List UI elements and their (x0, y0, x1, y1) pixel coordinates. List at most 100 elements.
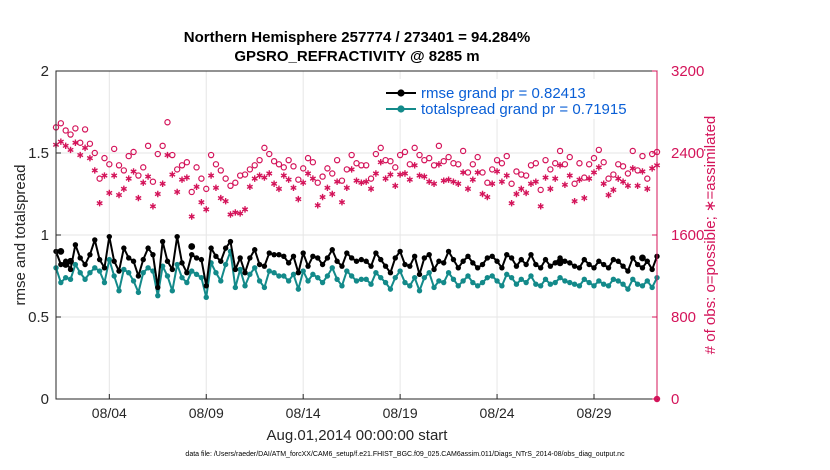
totalspread-marker (237, 266, 243, 273)
totalspread-marker (460, 278, 466, 284)
assimilated-obs-marker (479, 190, 486, 198)
totalspread-marker (615, 278, 621, 284)
rmse-marker (630, 255, 636, 261)
possible-obs-marker (372, 150, 380, 158)
assimilated-obs-marker (460, 169, 467, 176)
assimilated-obs-marker (469, 176, 476, 183)
possible-obs-marker (367, 175, 375, 182)
possible-obs-marker (120, 167, 128, 174)
rmse-marker (295, 270, 302, 276)
assimilated-obs-marker (348, 166, 355, 173)
possible-obs-marker (387, 157, 394, 165)
rmse-marker (547, 263, 554, 269)
possible-obs-marker (343, 166, 351, 173)
assimilated-obs-marker (610, 186, 617, 194)
possible-obs-marker (513, 168, 520, 175)
totalspread-marker (353, 278, 360, 284)
totalspread-marker (450, 276, 457, 282)
rmse-marker (528, 251, 534, 258)
totalspread-marker (329, 265, 335, 271)
possible-obs-marker (144, 142, 152, 150)
rmse-marker (203, 283, 209, 289)
possible-obs-marker (324, 165, 331, 172)
possible-obs-marker (164, 119, 171, 126)
rmse-marker (271, 251, 277, 258)
totalspread-marker (392, 274, 398, 281)
totalspread-marker (111, 273, 117, 279)
totalspread-marker (87, 270, 93, 276)
possible-obs-marker (459, 147, 467, 155)
assimilated-obs-marker (212, 184, 220, 192)
totalspread-marker (630, 276, 636, 282)
possible-obs-marker (445, 153, 452, 161)
possible-obs-marker (106, 161, 113, 168)
rmse-marker (634, 261, 641, 268)
assimilated-obs-marker (203, 206, 210, 213)
possible-obs-marker (266, 150, 273, 158)
y-tick-label-left: 1.5 (28, 145, 49, 162)
assimilated-obs-marker (464, 185, 472, 193)
totalspread-marker (474, 283, 481, 289)
y-tick-label-left: 0.5 (28, 309, 49, 326)
possible-obs-marker (212, 161, 220, 168)
possible-obs-marker (455, 161, 462, 168)
assimilated-obs-marker (159, 180, 166, 187)
assimilated-obs-marker (319, 193, 326, 201)
rmse-marker (533, 261, 539, 268)
totalspread-marker (266, 268, 272, 274)
rmse-marker (256, 261, 263, 268)
assimilated-obs-marker (450, 178, 457, 185)
possible-obs-marker (377, 144, 384, 152)
possible-obs-marker (610, 171, 617, 178)
rmse-marker (368, 263, 374, 269)
rmse-marker (508, 255, 515, 261)
assimilated-obs-marker (193, 183, 200, 191)
rmse-marker (159, 238, 166, 245)
rmse-marker (155, 284, 161, 291)
x-tick-label: 08/04 (92, 405, 127, 421)
totalspread-marker (135, 289, 142, 296)
totalspread-marker (513, 281, 520, 287)
possible-obs-marker (362, 162, 370, 169)
rmse-marker (130, 258, 137, 264)
assimilated-obs-marker (130, 168, 137, 175)
assimilated-obs-marker (411, 162, 418, 169)
possible-obs-marker (275, 161, 283, 168)
totalspread-marker (198, 274, 205, 281)
totalspread-marker (344, 268, 350, 274)
assimilated-obs-marker (363, 178, 370, 185)
totalspread-marker (77, 270, 83, 276)
possible-obs-marker (489, 166, 496, 173)
rmse-marker (620, 263, 626, 269)
assimilated-obs-marker (377, 159, 384, 166)
assimilated-obs-marker (435, 161, 443, 168)
chart-subtitle: GPSRO_REFRACTIVITY @ 8285 m (234, 48, 479, 65)
possible-obs-marker (566, 153, 573, 161)
rmse-marker (411, 253, 418, 260)
possible-obs-marker (154, 150, 161, 158)
possible-obs-marker (508, 180, 515, 187)
totalspread-marker (523, 279, 529, 286)
rmse-marker (460, 258, 466, 264)
rmse-marker (300, 250, 306, 256)
assimilated-obs-marker (649, 165, 656, 172)
rmse-marker (266, 250, 272, 256)
possible-obs-marker (207, 151, 215, 159)
assimilated-obs-marker (275, 185, 283, 193)
rmse-marker (252, 247, 258, 253)
rmse-marker (92, 237, 98, 243)
possible-obs-marker (416, 151, 423, 159)
rmse-marker (596, 258, 602, 264)
rmse-marker (426, 251, 432, 258)
totalspread-marker (247, 271, 253, 278)
possible-obs-marker (639, 152, 646, 160)
possible-obs-marker (571, 180, 578, 187)
totalspread-marker (140, 270, 146, 276)
totalspread-marker (576, 283, 583, 289)
possible-obs-marker (280, 164, 287, 171)
rmse-marker (334, 258, 340, 264)
assimilated-obs-marker (188, 213, 195, 220)
assimilated-obs-marker (270, 180, 278, 187)
totalspread-marker (82, 276, 88, 282)
